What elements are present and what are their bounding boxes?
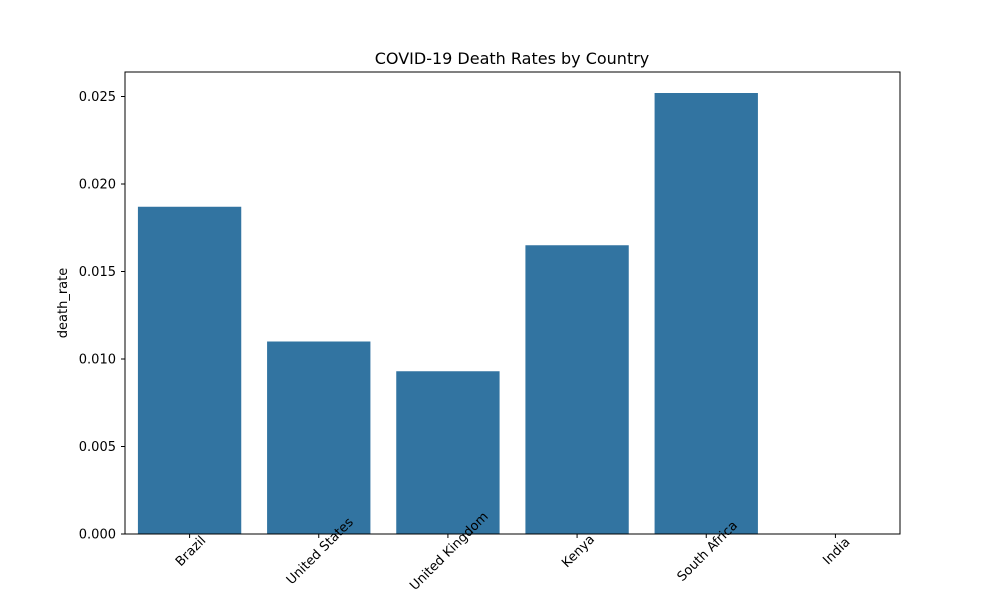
plot-frame: [124, 71, 901, 535]
bar-united-states: [267, 341, 371, 534]
y-tick-label: 0.025: [79, 90, 116, 105]
x-tick-label: Kenya: [559, 532, 598, 571]
y-axis-label: death_rate: [56, 268, 71, 338]
bar-brazil: [137, 206, 242, 534]
y-tick-label: 0.005: [79, 440, 116, 455]
y-tick-label: 0.010: [79, 353, 116, 368]
y-ticks-group: 0.000 0.005 0.010 0.015 0.020 0.025: [79, 90, 125, 543]
chart-title: COVID-19 Death Rates by Country: [375, 49, 650, 68]
x-tick-label: Brazil: [173, 533, 209, 569]
bars-group: [137, 93, 758, 534]
bar-kenya: [525, 245, 629, 534]
y-tick-label: 0.015: [79, 265, 116, 280]
bar-united-kingdom: [396, 371, 500, 534]
y-tick-label: 0.020: [79, 178, 116, 193]
bar-south-africa: [654, 93, 758, 534]
y-tick-label: 0.000: [79, 528, 116, 543]
x-tick-label: India: [820, 535, 853, 568]
